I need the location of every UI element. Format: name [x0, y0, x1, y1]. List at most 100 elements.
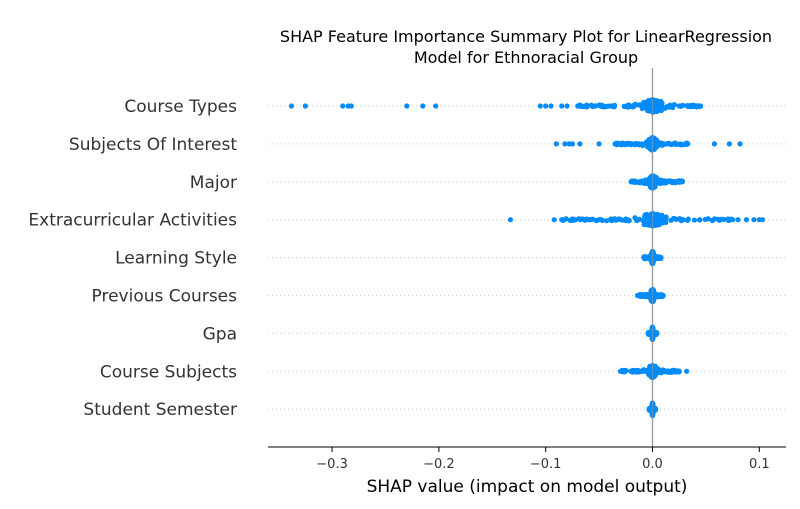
shap-point	[617, 368, 624, 374]
shap-point	[654, 330, 660, 336]
shap-point	[653, 406, 659, 412]
shap-point	[636, 141, 642, 147]
feature-label: Student Semester	[83, 400, 237, 420]
shap-point	[644, 218, 650, 224]
shap-point	[676, 368, 682, 374]
shap-point	[639, 178, 645, 184]
shap-point	[634, 292, 641, 299]
shap-point	[626, 218, 632, 224]
shap-point	[559, 217, 565, 223]
shap-point	[628, 179, 634, 185]
feature-label: Gpa	[203, 324, 237, 344]
shap-point	[646, 406, 652, 412]
shap-point	[646, 102, 652, 108]
shap-point	[613, 217, 619, 223]
x-axis-title: SHAP value (impact on model output)	[367, 477, 688, 497]
shap-point	[644, 144, 651, 150]
shap-point	[655, 176, 661, 183]
shap-outlier-point	[551, 217, 557, 223]
shap-outlier-point	[569, 141, 575, 147]
shap-point	[676, 103, 682, 109]
shap-point	[679, 179, 686, 185]
shap-outlier-point	[404, 103, 410, 109]
x-tick-label: −0.1	[530, 457, 562, 472]
shap-point	[684, 217, 690, 223]
shap-point	[664, 104, 670, 110]
shap-point	[660, 292, 666, 299]
shap-point	[691, 217, 698, 223]
shap-point	[660, 140, 666, 147]
shap-point	[671, 102, 677, 108]
shap-point	[634, 368, 640, 375]
feature-row-points	[628, 173, 686, 191]
shap-point	[687, 104, 693, 110]
row-gridlines	[268, 105, 786, 410]
feature-label: Course Subjects	[100, 362, 237, 382]
shap-point	[576, 216, 582, 222]
feature-label: Subjects Of Interest	[69, 135, 237, 155]
shap-outlier-point	[743, 217, 750, 223]
x-tick-label: −0.3	[316, 457, 348, 472]
shap-point	[705, 216, 711, 222]
shap-point	[697, 103, 704, 109]
shap-outlier-point	[759, 217, 766, 223]
shap-point	[656, 218, 662, 224]
chart-title-line-1: SHAP Feature Importance Summary Plot for…	[280, 27, 772, 46]
feature-label: Course Types	[124, 97, 237, 117]
shap-point	[643, 139, 650, 146]
feature-label: Extracurricular Activities	[28, 211, 237, 231]
shap-point	[641, 255, 647, 261]
shap-outlier-point	[559, 103, 565, 109]
shap-point	[662, 178, 668, 184]
x-axis-ticks: −0.3 −0.2 −0.1 0.0 0.1	[316, 447, 770, 472]
shap-point	[656, 100, 663, 106]
shap-outlier-point	[348, 103, 354, 109]
shap-point	[646, 213, 652, 219]
shap-point	[583, 216, 589, 222]
feature-label: Previous Courses	[92, 287, 238, 307]
shap-point	[653, 292, 659, 298]
shap-point	[665, 141, 672, 147]
shap-point	[685, 141, 691, 147]
feature-row-points	[617, 362, 690, 381]
shap-point	[648, 139, 655, 145]
shap-outlier-point	[420, 103, 426, 109]
shap-point	[588, 102, 594, 108]
shap-outlier-point	[302, 103, 308, 109]
shap-point	[582, 103, 588, 109]
shap-point	[632, 215, 638, 221]
shap-point	[641, 367, 647, 373]
shap-point	[730, 217, 736, 223]
shap-point	[652, 102, 659, 109]
x-tick-label: 0.1	[749, 457, 770, 472]
shap-point	[588, 216, 594, 222]
shap-outlier-point	[564, 103, 570, 109]
shap-point	[671, 178, 678, 185]
shap-point	[570, 217, 577, 223]
shap-point	[575, 103, 581, 109]
feature-row-points	[553, 134, 743, 153]
shap-outlier-point	[543, 103, 549, 109]
shap-point	[622, 369, 628, 375]
shap-point	[654, 144, 660, 150]
shap-point	[608, 103, 615, 109]
shap-point	[625, 104, 631, 110]
chart-title: SHAP Feature Importance Summary Plot for…	[280, 27, 772, 67]
shap-point	[677, 141, 683, 147]
shap-point	[594, 217, 600, 223]
chart-title-line-2: Model for Ethnoracial Group	[414, 48, 638, 67]
shap-point	[677, 216, 683, 222]
shap-point	[652, 368, 659, 374]
shap-point	[665, 369, 672, 375]
shap-outlier-point	[711, 141, 718, 147]
shap-point	[629, 368, 635, 374]
shap-point	[654, 222, 660, 228]
shap-outlier-point	[433, 103, 439, 109]
shap-outlier-point	[577, 141, 583, 147]
shap-point	[658, 255, 664, 261]
shap-point	[646, 367, 652, 373]
shap-point	[696, 217, 703, 223]
shap-point	[709, 217, 716, 224]
shap-point	[621, 141, 627, 148]
